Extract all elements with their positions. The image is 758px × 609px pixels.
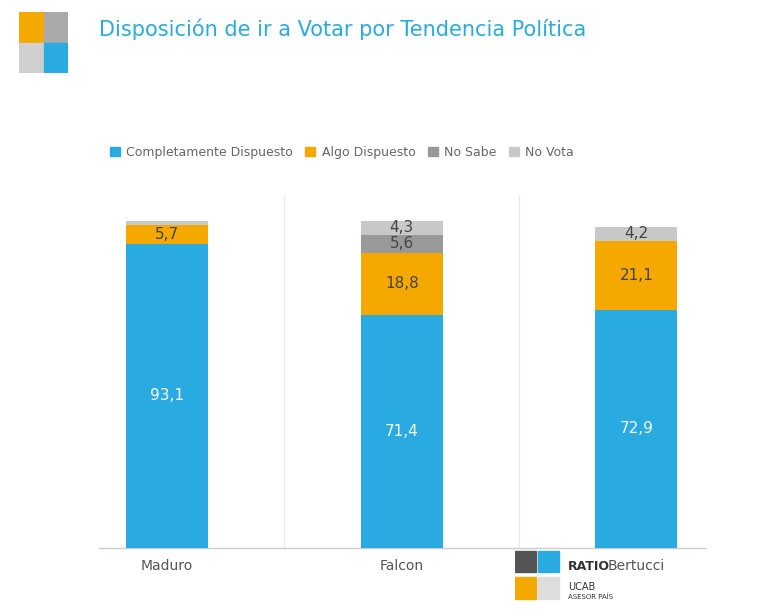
Bar: [595, 310, 678, 548]
Bar: [361, 315, 443, 548]
Bar: [126, 225, 208, 244]
Text: 72,9: 72,9: [619, 421, 653, 437]
Bar: [126, 244, 208, 548]
Text: UCAB: UCAB: [568, 582, 595, 592]
Text: 4,2: 4,2: [625, 227, 648, 241]
Bar: [595, 227, 678, 241]
Text: 18,8: 18,8: [385, 276, 418, 291]
Bar: [515, 551, 536, 572]
Text: RATIO: RATIO: [568, 560, 609, 573]
Bar: [538, 577, 559, 599]
Bar: [126, 221, 208, 225]
Bar: [595, 241, 678, 310]
Text: 4,3: 4,3: [390, 220, 414, 235]
Bar: [361, 220, 443, 235]
Text: 93,1: 93,1: [150, 389, 184, 403]
Bar: [19, 43, 43, 73]
Text: 71,4: 71,4: [385, 424, 418, 439]
Bar: [538, 551, 559, 572]
Legend: Completamente Dispuesto, Algo Dispuesto, No Sabe, No Vota: Completamente Dispuesto, Algo Dispuesto,…: [105, 141, 579, 164]
Bar: [43, 12, 68, 43]
Text: 21,1: 21,1: [619, 268, 653, 283]
Text: 5,6: 5,6: [390, 236, 414, 252]
Bar: [515, 577, 536, 599]
Text: ASESOR PAÍS: ASESOR PAÍS: [568, 594, 612, 600]
Bar: [361, 253, 443, 315]
Bar: [19, 12, 43, 43]
Bar: [361, 235, 443, 253]
Text: Disposición de ir a Votar por Tendencia Política: Disposición de ir a Votar por Tendencia …: [99, 18, 586, 40]
Bar: [43, 43, 68, 73]
Text: 5,7: 5,7: [155, 227, 179, 242]
